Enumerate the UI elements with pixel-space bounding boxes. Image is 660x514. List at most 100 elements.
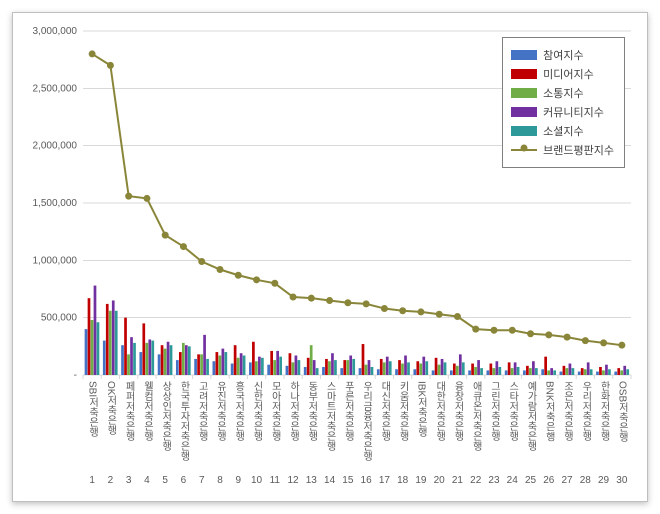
bar-s2: [289, 353, 292, 375]
bar-s4: [623, 366, 626, 375]
x-category-label: OK저축은행: [103, 381, 118, 435]
bar-s2: [307, 358, 310, 375]
bar-s3: [474, 367, 477, 375]
bar-s1: [267, 365, 270, 375]
bar-s5: [425, 361, 428, 375]
line-marker: [381, 305, 388, 312]
bar-s3: [109, 311, 112, 375]
bar-s1: [450, 370, 453, 375]
bar-s2: [179, 352, 182, 375]
line-marker: [472, 326, 479, 333]
bar-s1: [103, 341, 106, 375]
bar-s2: [124, 318, 127, 375]
bar-s1: [176, 360, 179, 375]
bar-s2: [563, 366, 566, 375]
bar-s5: [371, 367, 374, 375]
bar-s4: [112, 300, 115, 375]
x-rank-label: 28: [580, 475, 591, 486]
bar-s1: [505, 370, 508, 375]
x-category-label: 그린저축은행: [486, 381, 501, 441]
x-category-label: 애큐온저축은행: [468, 381, 483, 451]
bar-s3: [346, 360, 349, 375]
bar-s5: [444, 362, 447, 375]
bar-s4: [386, 357, 389, 375]
bar-s2: [398, 360, 401, 375]
bar-s4: [148, 339, 151, 375]
bar-s3: [328, 361, 331, 375]
x-rank-label: 25: [525, 475, 536, 486]
x-rank-label: 23: [488, 475, 499, 486]
bar-s3: [419, 364, 422, 375]
line-marker: [180, 243, 187, 250]
x-rank-label: 26: [543, 475, 554, 486]
line-marker: [143, 195, 150, 202]
x-rank-label: 12: [287, 475, 298, 486]
x-category-label: 대한저축은행: [432, 381, 447, 441]
bar-s4: [276, 351, 279, 375]
bar-s2: [88, 298, 91, 375]
bar-s4: [349, 356, 352, 375]
bar-s1: [121, 345, 124, 375]
bar-s5: [261, 358, 264, 375]
bar-s1: [322, 367, 325, 375]
bar-s1: [614, 372, 617, 375]
bar-s2: [416, 361, 419, 375]
bar-s3: [383, 362, 386, 375]
bar-s1: [377, 369, 380, 375]
bar-s4: [221, 349, 224, 375]
bar-s5: [151, 341, 154, 375]
x-rank-label: 7: [199, 475, 205, 486]
svg-text:3,000,000: 3,000,000: [33, 26, 78, 37]
svg-text:500,000: 500,000: [41, 313, 78, 324]
bar-s2: [617, 368, 620, 375]
x-category-label: 고려저축은행: [194, 381, 209, 441]
bar-s3: [127, 354, 130, 375]
x-rank-label: 16: [361, 475, 372, 486]
bar-s5: [170, 345, 173, 375]
bar-s2: [471, 364, 474, 375]
bar-s1: [304, 367, 307, 375]
line-marker: [399, 307, 406, 314]
bar-s5: [206, 359, 209, 375]
line-marker: [564, 334, 571, 341]
legend-item-s5: 소셜지수: [511, 123, 614, 139]
bar-s2: [453, 364, 456, 375]
bar-s4: [368, 360, 371, 375]
x-category-label: 상상인저축은행: [158, 381, 173, 451]
bar-s2: [234, 345, 237, 375]
bar-s2: [343, 360, 346, 375]
bar-s2: [142, 323, 145, 375]
line-marker: [436, 311, 443, 318]
x-rank-label: 30: [616, 475, 627, 486]
x-rank-label: 3: [126, 475, 132, 486]
bar-s4: [240, 353, 243, 375]
svg-text:1,500,000: 1,500,000: [33, 198, 78, 209]
legend-swatch-icon: [511, 107, 537, 117]
line-marker: [162, 232, 169, 239]
x-category-label: 키움저축은행: [395, 381, 410, 441]
legend-swatch-icon: [511, 126, 537, 136]
x-category-label: 융창저축은행: [450, 381, 465, 441]
bar-s3: [529, 368, 532, 375]
bar-s5: [517, 367, 520, 375]
bar-s4: [550, 368, 553, 375]
x-category-label: 한화저축은행: [596, 381, 611, 441]
bar-s4: [94, 286, 97, 375]
bar-s1: [231, 364, 234, 375]
x-category-label: 페퍼저축은행: [121, 381, 136, 441]
line-marker: [89, 50, 96, 57]
bar-s4: [331, 353, 334, 375]
bar-s5: [572, 368, 575, 375]
bar-s1: [413, 369, 416, 375]
bar-s1: [340, 368, 343, 375]
legend-swatch-icon: [511, 149, 537, 151]
bar-s4: [587, 362, 590, 375]
bar-s2: [270, 351, 273, 375]
x-category-label: 흥국저축은행: [231, 381, 246, 441]
x-rank-label: 2: [108, 475, 114, 486]
bar-s3: [456, 366, 459, 375]
bar-s5: [334, 360, 337, 375]
bar-s5: [626, 369, 629, 375]
bar-s5: [462, 362, 465, 375]
bar-s5: [608, 369, 611, 375]
